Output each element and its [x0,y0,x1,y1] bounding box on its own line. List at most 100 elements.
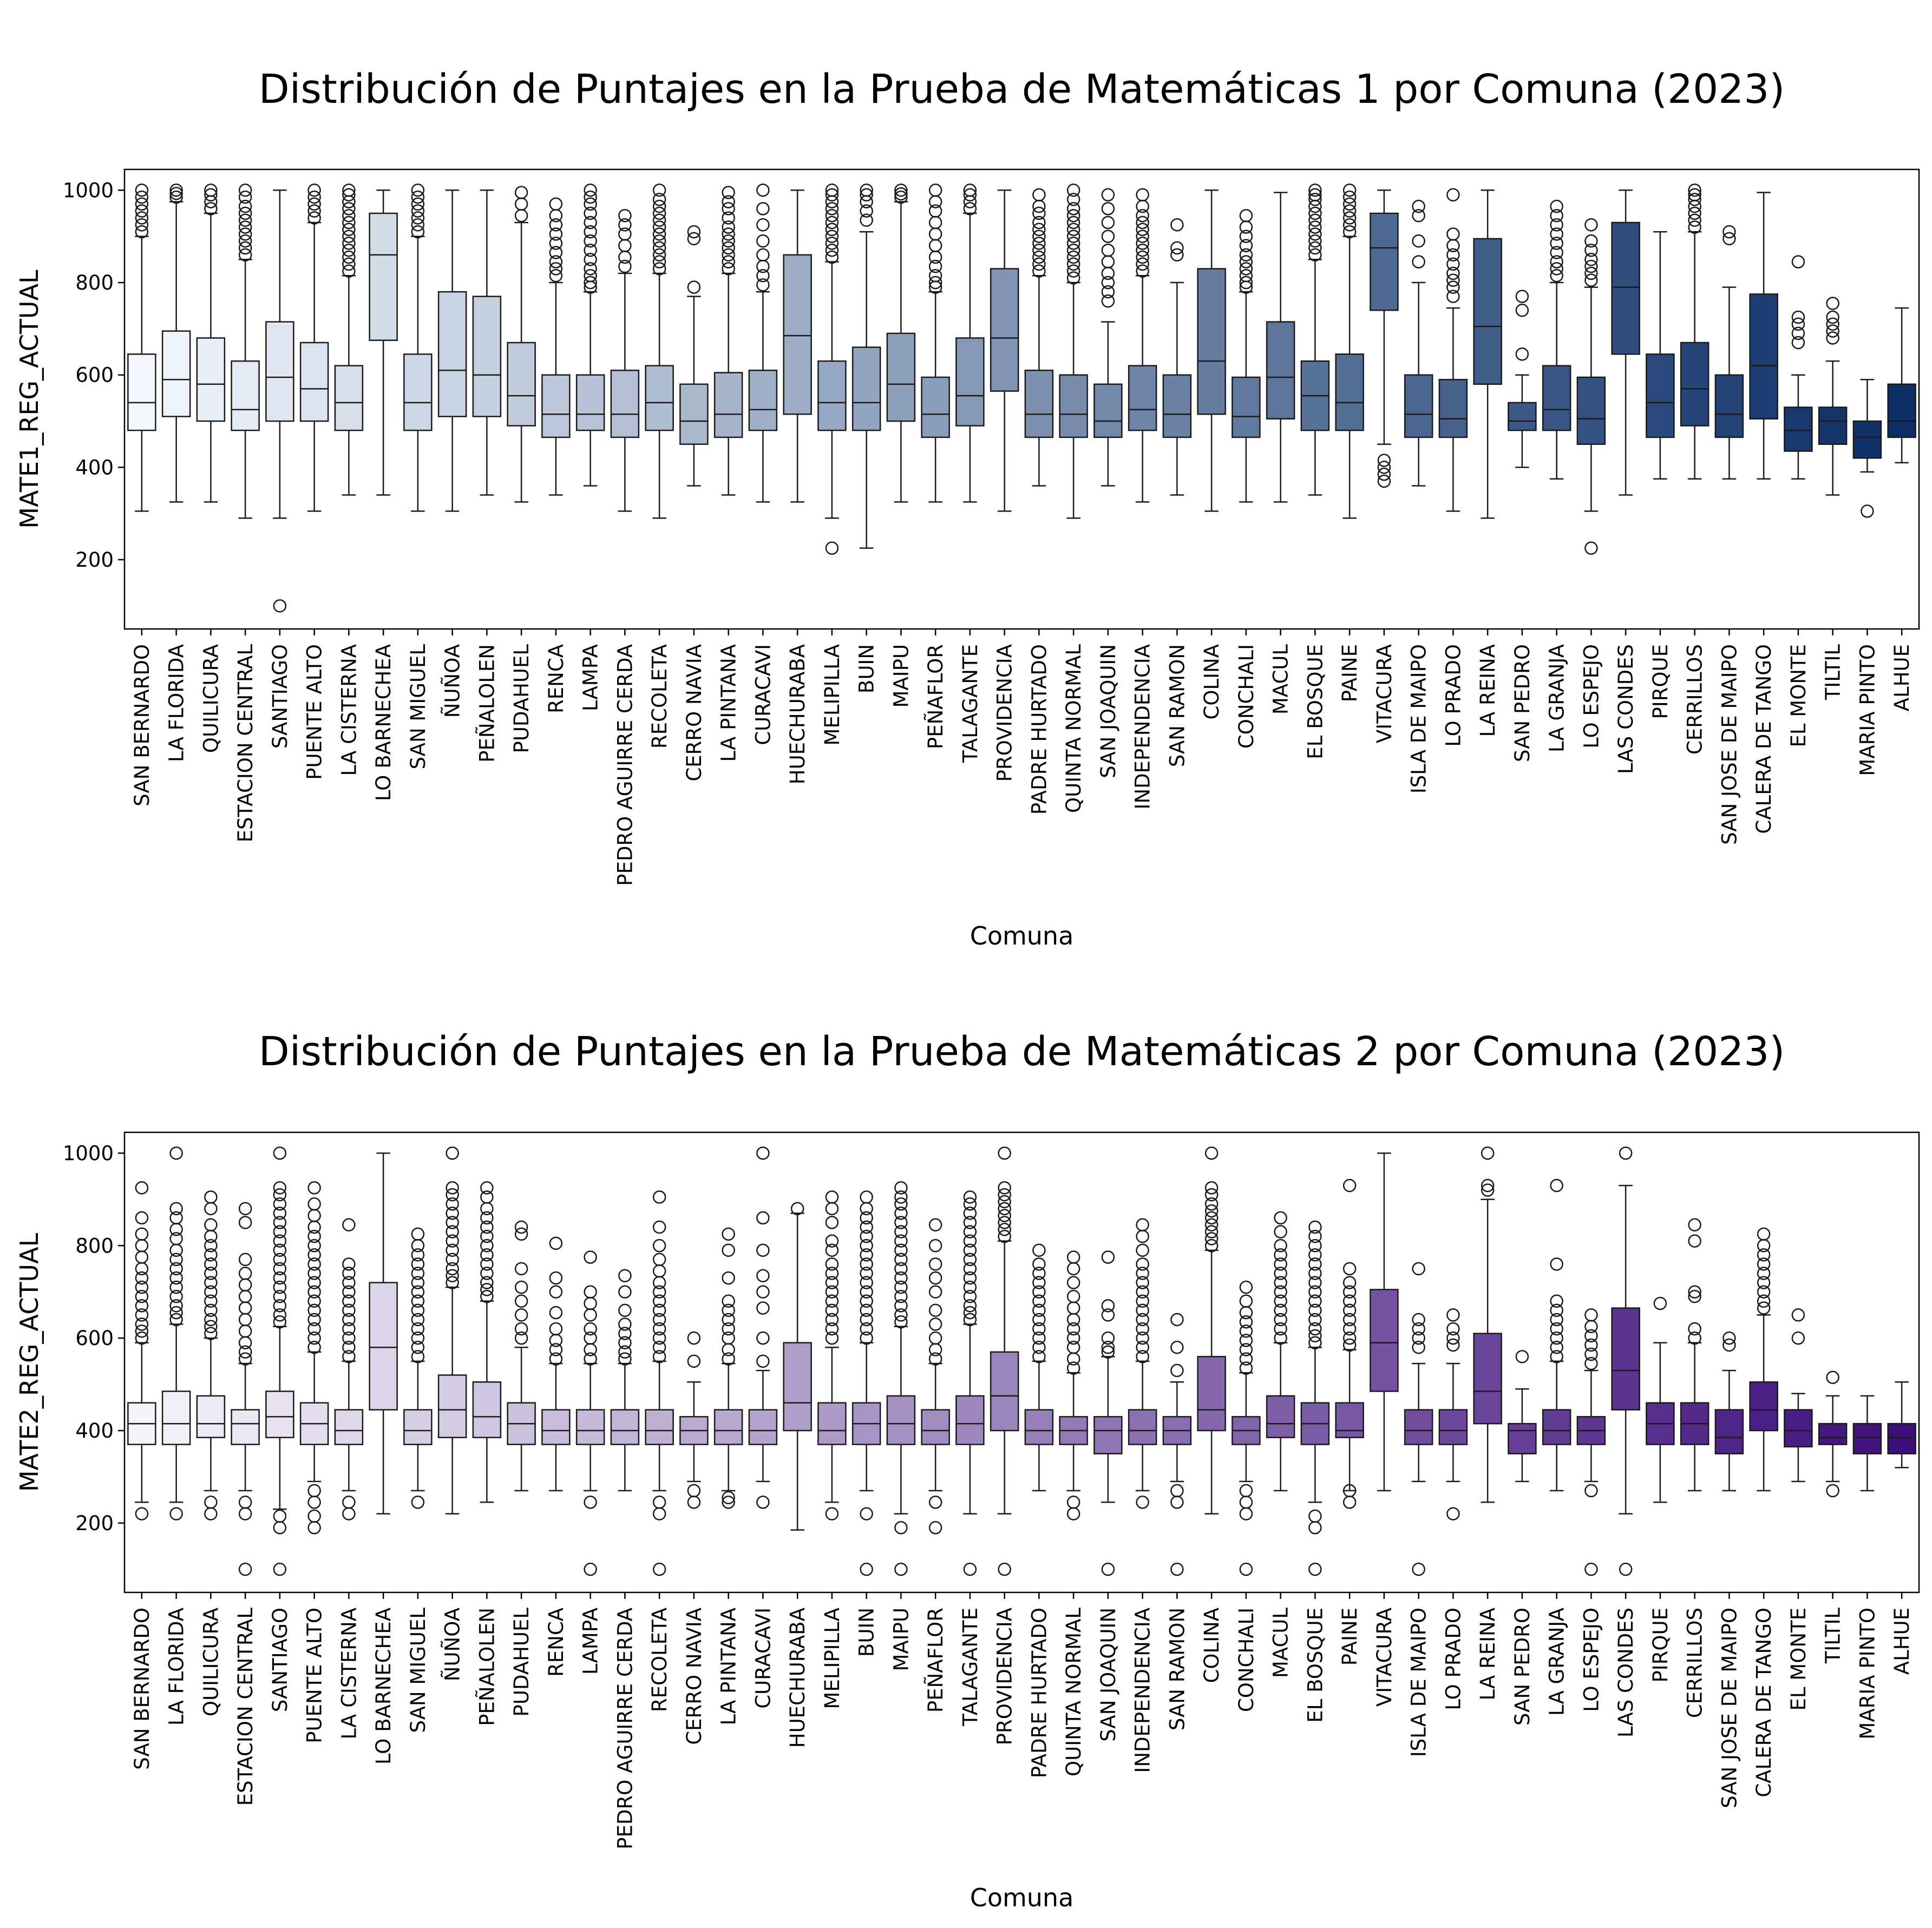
iqr-box [369,212,398,341]
outlier-point [446,1243,459,1257]
iqr-box [1335,1402,1364,1439]
outlier-point [1136,1303,1149,1317]
x-tick-label: ESTACION CENTRAL [234,1608,257,1806]
box-15 [645,183,674,519]
outlier-point [652,1563,666,1576]
iqr-box [369,1282,398,1411]
outlier-point [825,250,839,264]
y-tick-label: 600 [75,364,114,387]
outlier-point [1101,244,1115,257]
outlier-point [1136,188,1149,202]
iqr-box [437,1374,467,1439]
outlier-point [307,1303,321,1317]
outlier-point [894,1197,908,1211]
outlier-point [825,1507,839,1521]
outlier-point [584,1343,597,1356]
outlier-point [342,1350,356,1363]
outlier-point [307,1209,321,1223]
box-17 [713,1227,743,1509]
iqr-box [472,1381,502,1439]
outlier-point [618,259,632,273]
outlier-point [1066,1262,1080,1276]
x-tick-label: LA GRANJA [1545,1608,1569,1716]
outlier-point [1170,1313,1184,1327]
box-44 [1646,1296,1675,1503]
outlier-point [1342,1313,1357,1327]
outlier-point [1550,237,1563,250]
outlier-point [963,1225,977,1238]
outlier-point [1308,1329,1322,1343]
outlier-point [1791,336,1805,350]
outlier-point [584,1308,597,1322]
outlier-point [894,1206,908,1220]
x-tick-label: LA FLORIDA [165,1608,188,1726]
box-19 [783,189,812,503]
outlier-point [894,183,908,197]
iqr-box [713,372,743,438]
outlier-point [238,1290,252,1303]
outlier-point [204,1257,218,1271]
outlier-point [1274,1285,1287,1299]
outlier-point [1204,1225,1219,1238]
outlier-point [1204,1211,1219,1225]
outlier-point [1239,1334,1253,1347]
y-tick-label: 200 [75,548,114,572]
outlier-point [722,234,735,248]
outlier-point [998,1181,1011,1195]
iqr-box [1611,1307,1640,1411]
outlier-point [1101,229,1115,243]
outlier-point [1688,1234,1701,1248]
chart-title: Distribución de Puntajes en la Prueba de… [259,66,1785,113]
outlier-point [1308,1313,1322,1327]
outlier-point [342,1331,356,1345]
outlier-point [1377,461,1391,474]
outlier-point [1101,215,1115,229]
outlier-point [1412,1563,1425,1576]
x-tick-label: QUILICURA [199,644,222,753]
x-tick-label: EL MONTE [1787,1608,1810,1710]
outlier-point [1688,1322,1701,1336]
outlier-point [1412,255,1425,268]
box-6 [334,1218,364,1521]
outlier-point [687,1496,701,1509]
outlier-point [1377,454,1391,467]
outlier-point [1550,262,1563,276]
outlier-point [1308,1229,1322,1243]
outlier-point [1446,239,1460,253]
outlier-point [307,197,321,211]
outlier-point [549,1236,563,1250]
outlier-point [722,1496,735,1509]
outlier-point [204,1313,218,1327]
outlier-point [1342,1285,1357,1299]
outlier-point [135,1290,149,1303]
iqr-box [610,369,640,438]
outlier-point [756,269,770,283]
outlier-point [169,190,183,204]
outlier-point [1239,1563,1253,1576]
box-23 [921,1218,950,1534]
box-11 [507,186,536,503]
x-tick-label: PAINE [1338,1608,1361,1665]
iqr-box [1197,1356,1226,1432]
outlier-point [169,1146,183,1160]
box-34 [1300,1220,1330,1576]
outlier-point [687,1331,701,1345]
outlier-point [1791,310,1805,324]
iqr-box [713,1409,743,1445]
outlier-point [273,1197,287,1211]
outlier-point [549,1306,563,1320]
outlier-point [928,1352,942,1366]
outlier-point [480,1267,494,1280]
box-4 [265,1146,294,1576]
x-tick-label: RENCA [545,1608,568,1677]
outlier-point [307,1181,321,1195]
outlier-point [307,1322,321,1336]
outlier-point [584,1563,597,1576]
y-tick-label: 1000 [63,1142,114,1165]
outlier-point [722,1303,735,1317]
outlier-point [1446,1308,1460,1322]
outlier-point [1342,1294,1357,1308]
outlier-point [860,1267,873,1280]
outlier-point [1274,1267,1287,1280]
outlier-point [1342,211,1357,225]
